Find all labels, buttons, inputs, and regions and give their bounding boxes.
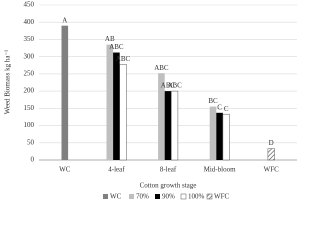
bar bbox=[164, 91, 172, 160]
bar bbox=[119, 63, 127, 161]
significance-letter: ABC bbox=[116, 55, 131, 63]
bar bbox=[61, 25, 69, 160]
y-tick-label: 0 bbox=[31, 156, 35, 164]
bar bbox=[267, 148, 275, 161]
legend-swatch bbox=[155, 194, 160, 199]
y-tick-label: 150 bbox=[24, 104, 35, 112]
significance-letter: ABC bbox=[167, 82, 182, 90]
significance-letter: ABC bbox=[109, 43, 124, 51]
x-tick-label: WFC bbox=[264, 166, 280, 174]
legend-label: WFC bbox=[214, 193, 230, 201]
significance-letter: D bbox=[269, 139, 274, 147]
significance-letter: A bbox=[62, 16, 67, 24]
bar bbox=[106, 44, 114, 160]
y-tick-label: 100 bbox=[24, 121, 35, 129]
legend-label: 70% bbox=[136, 193, 149, 201]
legend-label: 100% bbox=[188, 193, 205, 201]
bar bbox=[171, 90, 179, 161]
significance-letter: ABC bbox=[161, 82, 176, 90]
y-tick-label: 400 bbox=[24, 18, 35, 26]
legend-label: 90% bbox=[162, 193, 175, 201]
legend-swatch bbox=[180, 193, 187, 200]
x-axis-label: Cotton growth stage bbox=[140, 182, 197, 190]
significance-letter: AB bbox=[105, 35, 115, 43]
y-tick-label: 350 bbox=[24, 35, 35, 43]
bar bbox=[209, 106, 217, 160]
y-tick-label: 250 bbox=[24, 69, 35, 77]
significance-letter: BC bbox=[208, 97, 218, 105]
bar bbox=[216, 112, 223, 160]
bar bbox=[222, 113, 230, 161]
y-axis-label: Weed Biomass kg ha⁻¹ bbox=[4, 50, 12, 115]
y-tick-label: 50 bbox=[27, 138, 35, 146]
bar bbox=[158, 73, 165, 160]
x-tick-label: 8-leaf bbox=[160, 166, 177, 174]
significance-letter: C bbox=[217, 103, 222, 111]
legend-label: WC bbox=[110, 193, 122, 201]
y-tick-label: 300 bbox=[24, 52, 35, 60]
significance-letter: C bbox=[224, 105, 229, 113]
y-tick-label: 200 bbox=[24, 87, 35, 95]
bar bbox=[113, 52, 120, 160]
x-tick-label: 4-leaf bbox=[108, 166, 125, 174]
legend-swatch bbox=[206, 193, 213, 200]
legend-swatch bbox=[103, 194, 108, 199]
x-tick-label: Mid-bloom bbox=[204, 166, 236, 174]
x-tick-label: WC bbox=[59, 166, 71, 174]
legend-swatch bbox=[129, 194, 134, 199]
chart: Weed Biomass kg ha⁻¹ Cotton growth stage… bbox=[4, 1, 297, 201]
y-tick-label: 450 bbox=[24, 1, 35, 9]
significance-letter: ABC bbox=[154, 64, 169, 72]
